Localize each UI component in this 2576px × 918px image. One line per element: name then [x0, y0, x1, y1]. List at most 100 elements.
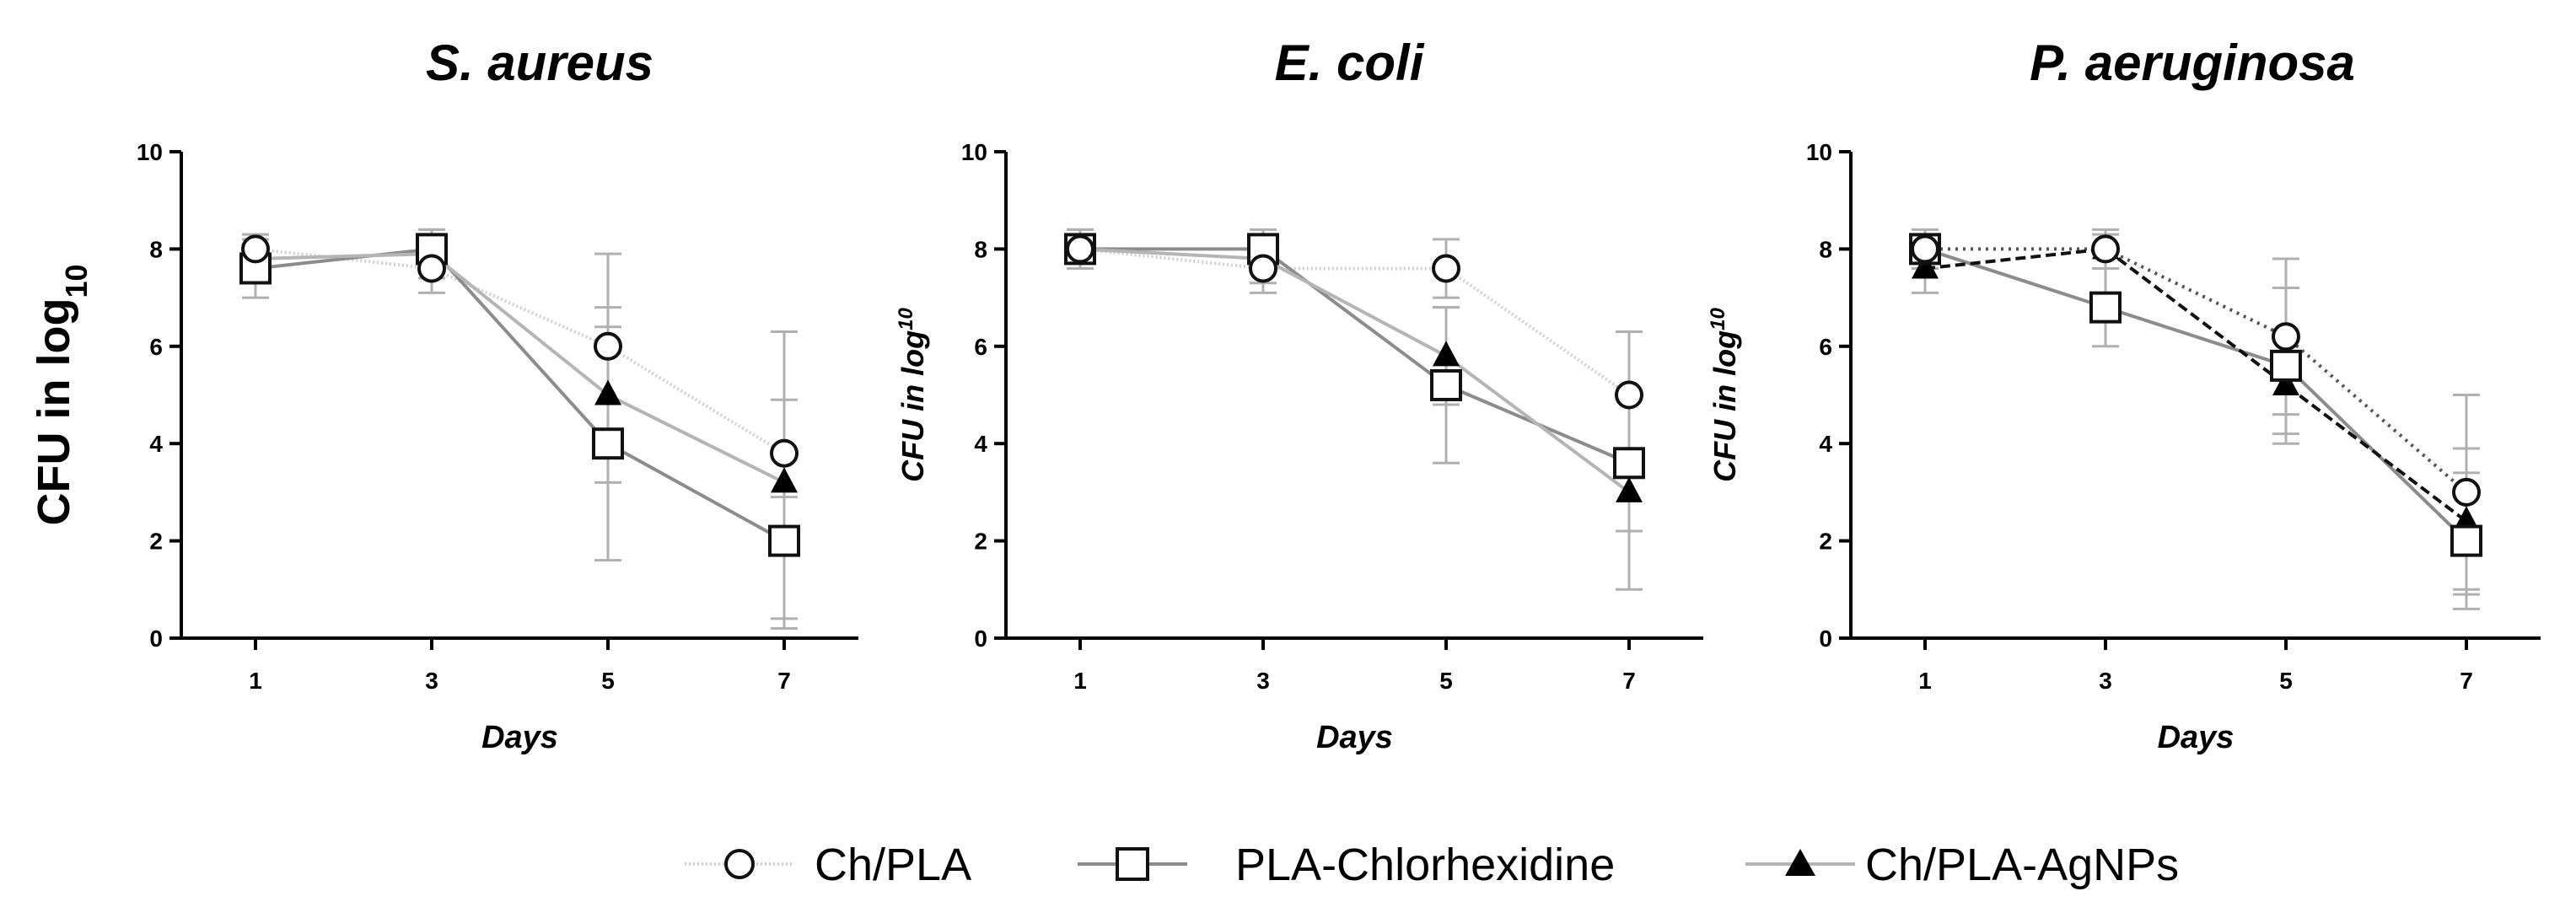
legend-label-ch-pla-agnps: Ch/PLA-AgNPs: [1865, 840, 2179, 890]
series-line-ch-pla-agnps: [1924, 247, 2468, 523]
y-axis-label: CFU in log10: [29, 265, 94, 526]
x-tick-label: 7: [1622, 668, 1636, 694]
data-point-circle: [594, 331, 622, 361]
data-point-triangle: [1912, 253, 1939, 279]
data-point-triangle: [771, 467, 798, 493]
y-tick-label: 2: [974, 529, 987, 555]
x-tick-label: 5: [1439, 668, 1453, 694]
error-bars-ch-pla-agnps: [1912, 228, 2480, 596]
series-markers-pla-chlorhexidine: [1064, 233, 1645, 480]
legend-marker-square: [1116, 847, 1149, 881]
series-markers-pla-chlorhexidine: [1909, 233, 2482, 557]
data-point-circle: [2272, 322, 2300, 352]
series-line-ch-pla-agnps: [255, 252, 785, 485]
legend-item-ch-pla: Ch/PLA: [685, 840, 971, 890]
error-bars-ch-pla-agnps: [1067, 228, 1643, 591]
data-point-square: [768, 524, 800, 557]
y-tick-label: 10: [137, 139, 163, 165]
x-tick-label: 3: [1256, 668, 1270, 694]
legend-item-pla-chlorhexidine: PLA-Chlorhexidine: [1078, 840, 1615, 890]
data-point-circle: [1615, 380, 1643, 410]
series-line-ch-pla: [255, 247, 786, 455]
y-tick-label: 2: [1819, 529, 1832, 555]
legend-item-ch-pla-agnps: Ch/PLA-AgNPs: [1745, 840, 2179, 890]
y-axis-label-superscript: 10: [1707, 308, 1729, 330]
series-markers-pla-chlorhexidine: [239, 233, 800, 557]
error-bars-pla-chlorhexidine: [1067, 228, 1643, 533]
y-tick-label: 6: [149, 334, 163, 360]
y-tick-label: 0: [974, 625, 987, 652]
x-tick-label: 3: [2099, 668, 2112, 694]
series-line-pla-chlorhexidine: [1924, 247, 2468, 543]
series-markers-ch-pla-agnps: [242, 239, 798, 493]
series-line-ch-pla-agnps: [1079, 247, 1631, 494]
data-point-square: [1613, 447, 1645, 480]
x-axis-label: Days: [1316, 720, 1393, 755]
y-tick-label: 8: [149, 236, 163, 262]
legend: Ch/PLA PLA-Chlorhexidine Ch/PLA-AgNPs: [685, 840, 2179, 890]
y-axis-label-text: CFU in log: [895, 330, 930, 482]
data-point-triangle: [2272, 369, 2299, 395]
y-tick-label: 10: [1806, 139, 1832, 165]
legend-label-pla-chlorhexidine: PLA-Chlorhexidine: [1235, 840, 1615, 890]
error-bars-ch-pla-agnps: [242, 228, 798, 620]
x-tick-label: 5: [2279, 668, 2293, 694]
chart-title: E. coli: [1275, 35, 1425, 91]
y-axis-label-text: CFU in log: [1707, 330, 1742, 482]
x-axis-label: Days: [481, 720, 558, 755]
y-tick-label: 2: [149, 529, 163, 555]
x-tick-label: 1: [249, 668, 262, 694]
legend-marker-circle: [724, 849, 755, 879]
data-point-square: [1430, 368, 1462, 401]
y-axis-label-subscript: 10: [59, 265, 94, 298]
y-tick-label: 6: [974, 334, 987, 360]
y-tick-label: 4: [974, 431, 987, 457]
error-bars-ch-pla: [1912, 233, 2480, 591]
y-tick-label: 0: [1819, 625, 1832, 652]
y-tick-label: 6: [1819, 334, 1832, 360]
error-bars-ch-pla: [242, 233, 798, 499]
data-point-circle: [241, 234, 270, 264]
legend-marker-triangle: [1785, 849, 1815, 876]
y-tick-label: 8: [974, 236, 987, 262]
data-point-circle: [1911, 234, 1939, 264]
error-bars-pla-chlorhexidine: [242, 228, 798, 630]
data-point-triangle: [1433, 341, 1460, 367]
y-axis-label-text: CFU in log: [29, 298, 79, 526]
y-tick-label: 0: [149, 625, 163, 652]
legend-label-ch-pla: Ch/PLA: [815, 840, 971, 890]
series-markers-ch-pla: [241, 234, 799, 468]
data-point-circle: [1432, 254, 1460, 283]
x-tick-label: 5: [601, 668, 615, 694]
series-markers-ch-pla-agnps: [1912, 234, 2480, 532]
series-markers-ch-pla: [1911, 234, 2481, 507]
x-tick-label: 7: [2460, 668, 2473, 694]
error-bars-pla-chlorhexidine: [1912, 228, 2480, 610]
data-point-circle: [1066, 234, 1094, 264]
x-tick-label: 7: [777, 668, 791, 694]
x-tick-label: 1: [1918, 668, 1932, 694]
x-tick-label: 3: [425, 668, 438, 694]
data-point-square: [2270, 349, 2302, 382]
data-point-circle: [770, 438, 799, 468]
chart-title: S. aureus: [426, 35, 653, 91]
x-tick-label: 1: [1073, 668, 1087, 694]
y-axis-label: CFU in log10: [1707, 308, 1743, 482]
series-line-ch-pla: [1079, 247, 1631, 397]
data-point-circle: [2091, 234, 2120, 264]
series-line-ch-pla: [1925, 247, 2468, 494]
x-axis-label: Days: [2158, 720, 2235, 755]
data-point-circle: [417, 254, 446, 283]
series-markers-ch-pla-agnps: [1067, 234, 1643, 502]
y-tick-label: 4: [1819, 431, 1832, 457]
y-axis-label: CFU in log10: [895, 308, 931, 482]
data-point-square: [2450, 524, 2482, 557]
data-point-circle: [1249, 254, 1277, 283]
data-point-circle: [2452, 477, 2481, 507]
series-line-pla-chlorhexidine: [255, 247, 785, 543]
